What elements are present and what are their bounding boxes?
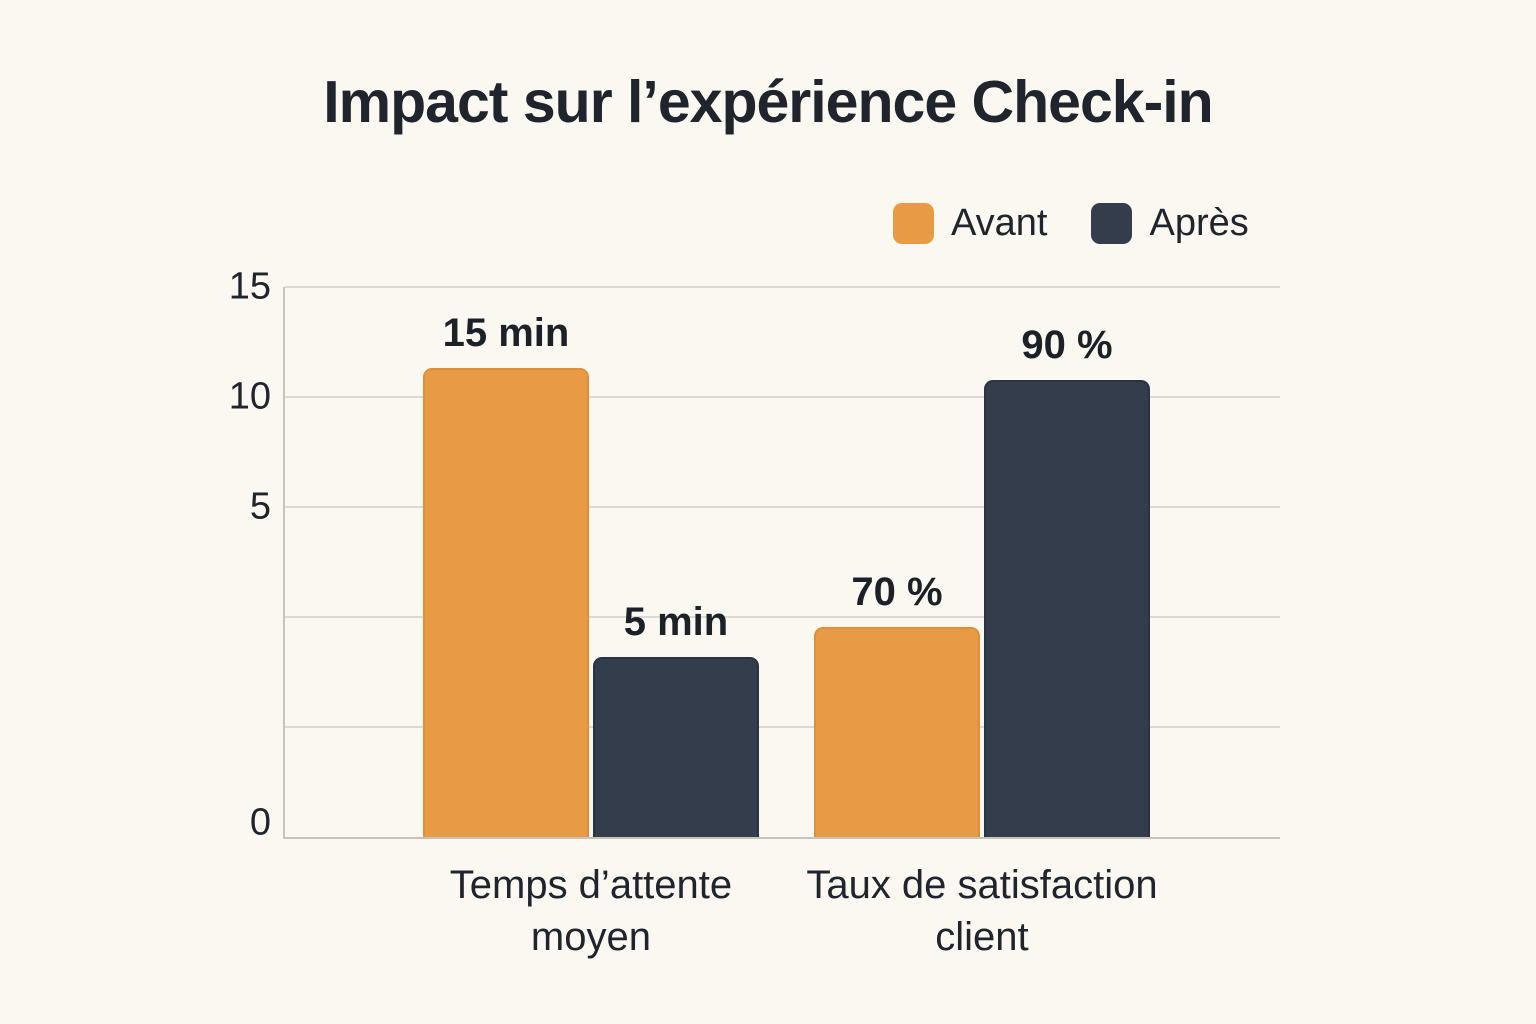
y-axis-line <box>283 287 285 837</box>
bar-avant-1 <box>813 627 980 837</box>
bar-value-label-apres-1: 90 % <box>1021 323 1113 367</box>
legend-item-avant: Avant <box>893 202 1047 245</box>
legend-swatch-apres-icon <box>1091 203 1133 244</box>
legend-swatch-avant-icon <box>893 203 934 244</box>
legend-label-avant: Avant <box>951 202 1048 244</box>
y-tick-label-0: 0 <box>249 801 271 844</box>
legend: Avant Après <box>893 202 1249 245</box>
bar-avant-0 <box>422 368 589 837</box>
chart-title: Impact sur l’expérience Check-in <box>323 69 1213 135</box>
x-category-label-line: moyen <box>530 915 651 959</box>
bar-apres-1 <box>983 380 1150 837</box>
gridline-1 <box>285 396 1280 398</box>
legend-item-apres: Après <box>1091 202 1249 245</box>
y-tick-label-5: 5 <box>249 485 271 528</box>
bar-apres-0 <box>592 657 759 837</box>
legend-label-apres: Après <box>1149 202 1249 244</box>
gridline-2 <box>285 506 1280 508</box>
x-category-label-0: Temps d’attente moyen <box>450 859 732 963</box>
plot-area: 15 10 5 0 15 min 5 min Temps d’attente moyen 70 … <box>229 266 1280 959</box>
bar-value-label-apres-0: 5 min <box>623 600 729 644</box>
x-category-label-line: client <box>935 915 1029 959</box>
x-axis-line <box>283 837 1280 839</box>
gridline-4 <box>285 726 1280 728</box>
y-tick-label-10: 10 <box>228 375 271 418</box>
x-category-label-line: Temps d’attente <box>449 863 733 907</box>
bar-value-label-avant-0: 15 min <box>442 311 570 355</box>
y-tick-label-15: 15 <box>228 265 271 308</box>
gridline-0 <box>285 286 1280 288</box>
x-category-label-1: Taux de satisfaction client <box>806 859 1157 963</box>
bar-value-label-avant-1: 70 % <box>851 570 943 614</box>
gridline-3 <box>285 616 1280 618</box>
x-category-label-line: Taux de satisfaction <box>806 863 1158 907</box>
